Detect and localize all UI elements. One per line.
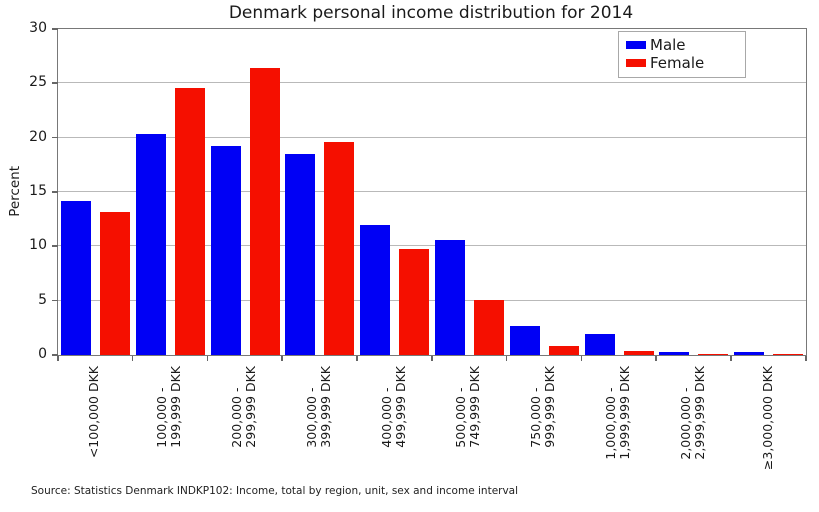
y-tick-label-5: 5: [38, 291, 47, 308]
bar-male-3: [285, 153, 316, 355]
bar-female-8: [698, 353, 729, 355]
gridline-5: [58, 299, 806, 301]
bar-male-6: [509, 325, 540, 355]
y-tick-mark: [52, 299, 58, 302]
y-tick-label-15: 15: [29, 183, 47, 199]
bar-female-9: [773, 354, 804, 355]
bar-female-5: [474, 299, 504, 355]
bar-male-0: [61, 200, 91, 355]
x-tick-label-text: 100,000 - 199,999 DKK: [154, 366, 184, 448]
legend-swatch-male-icon: [626, 41, 646, 49]
bar-male-2: [210, 146, 241, 355]
y-tick-label-30: 30: [29, 20, 47, 36]
y-tick-mark: [52, 354, 58, 356]
x-tick-mark: [57, 355, 59, 361]
x-tick-label-text: 400,000 - 499,999 DKK: [378, 366, 408, 448]
x-tick-label-text: 2,000,000 - 2,999,999 DKK: [677, 366, 707, 460]
bar-male-8: [659, 352, 690, 355]
x-tick-label-1: 100,000 - 199,999 DKK: [132, 366, 207, 488]
bar-female-4: [399, 248, 430, 355]
bar-female-3: [324, 142, 355, 355]
x-tick-label-text: 1,000,000 - 1,999,999 DKK: [602, 366, 632, 460]
x-tick-label-7: 1,000,000 - 1,999,999 DKK: [581, 366, 656, 488]
x-tick-label-9: ≥3,000,000 DKK: [730, 366, 805, 488]
bar-female-0: [100, 211, 130, 355]
gridline-25: [58, 82, 806, 84]
y-tick-label-0: 0: [38, 346, 47, 362]
x-tick-mark: [580, 355, 583, 361]
x-tick-label-2: 200,000 - 299,999 DKK: [207, 366, 282, 488]
gridline-20: [58, 136, 806, 138]
x-tick-mark: [805, 355, 807, 361]
x-tick-mark: [356, 355, 358, 361]
y-tick-label-10: 10: [29, 237, 47, 254]
legend-swatch-female-icon: [626, 59, 646, 67]
bar-female-2: [249, 68, 280, 355]
x-tick-mark: [206, 355, 209, 361]
bar-female-1: [174, 87, 205, 355]
x-tick-mark: [131, 355, 134, 361]
gridline-10: [58, 245, 806, 247]
bar-male-9: [734, 352, 765, 355]
gridline-15: [58, 191, 806, 192]
x-tick-label-text: <100,000 DKK: [86, 366, 102, 459]
x-tick-mark: [655, 355, 657, 361]
bar-male-4: [360, 224, 391, 355]
x-tick-mark: [431, 355, 433, 361]
legend-label-female: Female: [650, 54, 705, 72]
x-tick-label-text: ≥3,000,000 DKK: [759, 366, 775, 471]
bar-female-6: [548, 345, 579, 355]
y-tick-label-25: 25: [29, 74, 47, 91]
x-tick-label-text: 200,000 - 299,999 DKK: [228, 366, 258, 448]
source-note: Source: Statistics Denmark INDKP102: Inc…: [31, 485, 519, 497]
x-tick-label-6: 750,000 - 999,999 DKK: [506, 366, 581, 488]
chart-title: Denmark personal income distribution for…: [228, 3, 634, 23]
bar-male-1: [135, 134, 166, 355]
x-tick-mark: [730, 355, 732, 361]
legend: Male Female: [618, 31, 746, 78]
bar-male-5: [435, 239, 465, 355]
legend-label-male: Male: [650, 36, 686, 54]
x-tick-mark: [281, 355, 283, 361]
bar-female-7: [623, 350, 654, 355]
x-tick-mark: [505, 355, 508, 361]
y-tick-mark: [52, 245, 58, 247]
y-tick-label-20: 20: [29, 128, 47, 145]
legend-item-female: Female: [626, 54, 745, 72]
y-tick-mark: [52, 136, 58, 139]
y-tick-mark: [52, 191, 58, 193]
y-tick-mark: [52, 82, 58, 84]
x-tick-label-5: 500,000 - 749,999 DKK: [431, 366, 506, 488]
bar-male-7: [584, 334, 615, 355]
x-tick-label-4: 400,000 - 499,999 DKK: [356, 366, 431, 488]
x-tick-label-8: 2,000,000 - 2,999,999 DKK: [655, 366, 730, 488]
x-tick-label-text: 500,000 - 749,999 DKK: [453, 366, 483, 448]
legend-item-male: Male: [626, 36, 745, 54]
y-tick-mark: [52, 28, 58, 30]
x-tick-label-0: <100,000 DKK: [57, 366, 132, 488]
x-tick-label-3: 300,000 - 399,999 DKK: [281, 366, 356, 488]
plot-area: [57, 28, 807, 356]
x-tick-label-text: 750,000 - 999,999 DKK: [528, 366, 558, 448]
x-tick-label-text: 300,000 - 399,999 DKK: [303, 366, 333, 448]
